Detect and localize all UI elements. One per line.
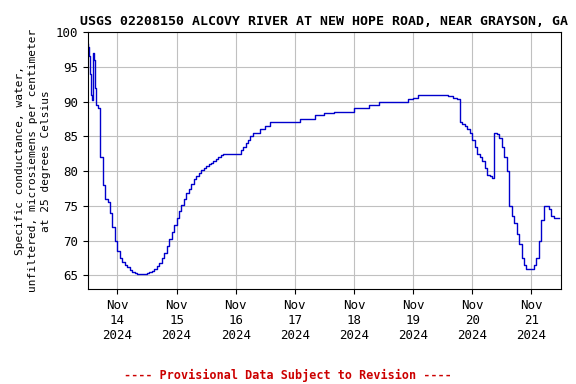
Y-axis label: Specific conductance, water,
unfiltered, microsiemens per centimeter
at 25 degre: Specific conductance, water, unfiltered,… — [15, 29, 51, 292]
Text: ---- Provisional Data Subject to Revision ----: ---- Provisional Data Subject to Revisio… — [124, 369, 452, 382]
Title: USGS 02208150 ALCOVY RIVER AT NEW HOPE ROAD, NEAR GRAYSON, GA: USGS 02208150 ALCOVY RIVER AT NEW HOPE R… — [81, 15, 569, 28]
